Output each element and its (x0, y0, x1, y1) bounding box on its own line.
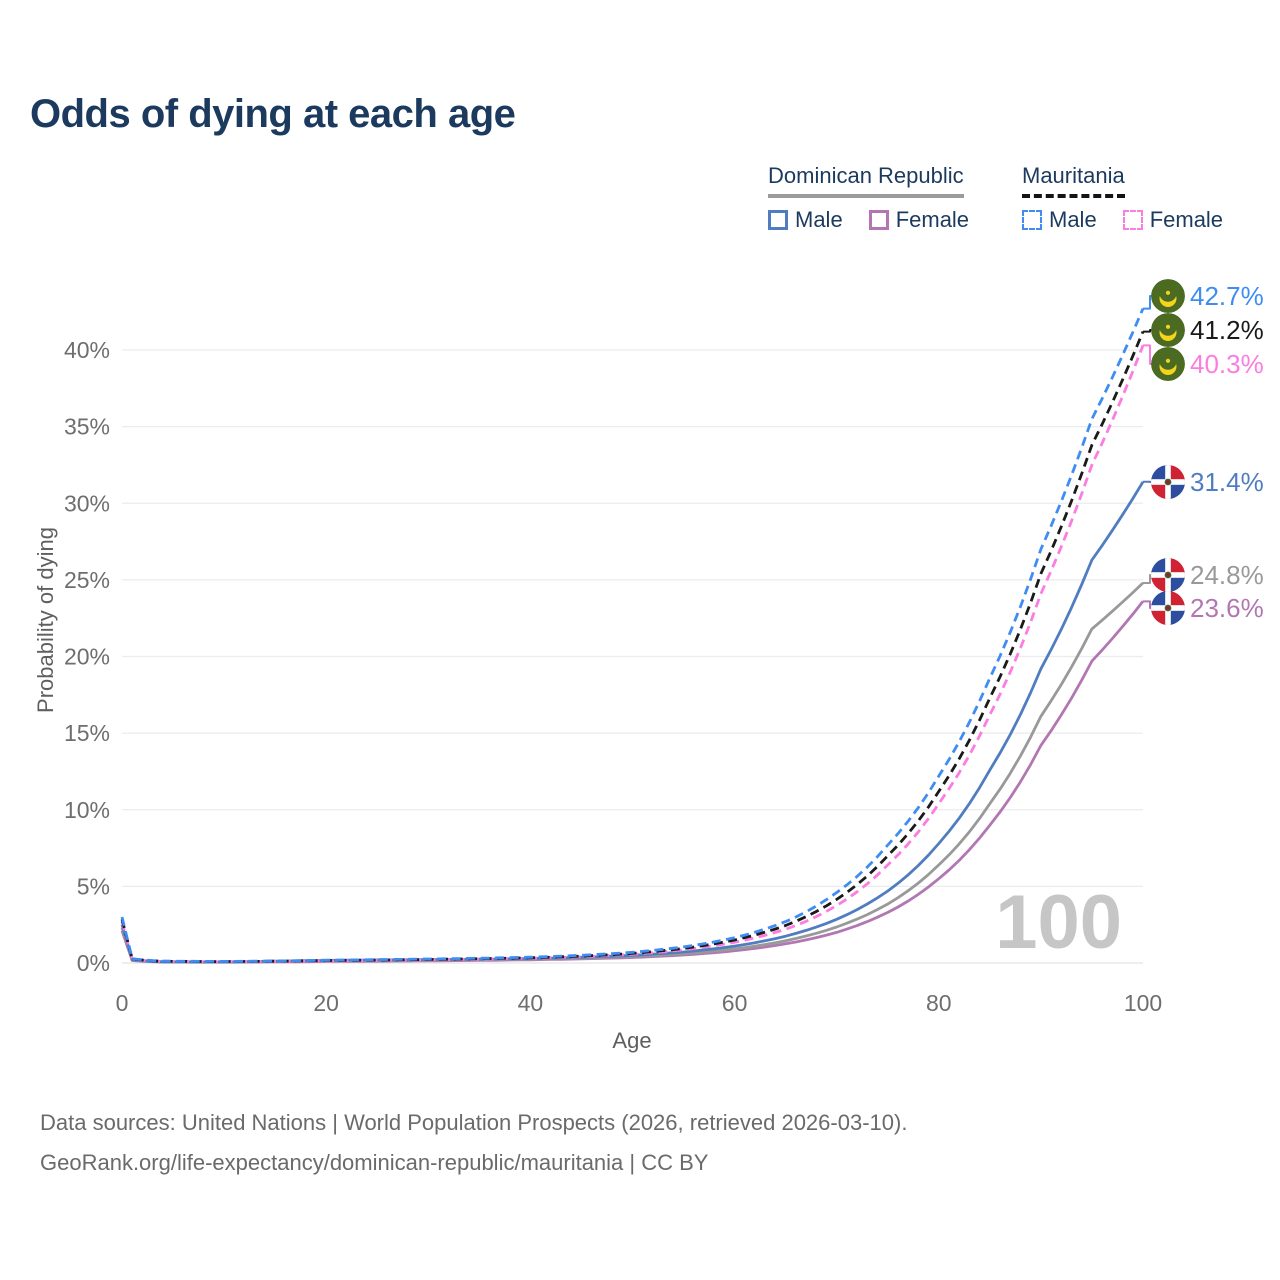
legend-group-mauritania: Mauritania Male Female (1022, 163, 1223, 233)
y-axis-title: Probability of dying (33, 527, 58, 713)
y-tick-label: 30% (64, 490, 110, 516)
end-value-label: 23.6% (1190, 593, 1264, 623)
x-tick-label: 0 (116, 990, 129, 1016)
legend-country-dominican-republic: Dominican Republic (768, 163, 964, 198)
footer-attribution: GeoRank.org/life-expectancy/dominican-re… (40, 1150, 709, 1175)
end-value-label: 31.4% (1190, 467, 1264, 497)
y-tick-label: 0% (77, 950, 110, 976)
series-line-dominican-republic-female (120, 600, 1145, 964)
series-line-dominican-republic-male (120, 481, 1145, 964)
end-value-label: 24.8% (1190, 560, 1264, 590)
end-value-label: 41.2% (1190, 315, 1264, 345)
y-tick-label: 5% (77, 873, 110, 899)
legend-item-dr-male[interactable]: Male (768, 207, 843, 233)
mauritania-flag-icon (1151, 347, 1185, 381)
mauritania-flag-icon (1151, 313, 1185, 347)
page-title: Odds of dying at each age (30, 92, 516, 136)
dr-female-swatch-icon (868, 210, 889, 230)
x-tick-label: 60 (722, 990, 748, 1016)
legend-label-mr-male: Male (1049, 207, 1097, 232)
legend-item-mr-male[interactable]: Male (1022, 207, 1097, 233)
dr-male-swatch-icon (768, 210, 788, 230)
series-line-mauritania-male (120, 308, 1145, 963)
legend-label-mr-female: Female (1149, 207, 1224, 232)
y-tick-label: 35% (64, 414, 110, 440)
series-line-mauritania-female (120, 344, 1145, 964)
legend-label-dr-male: Male (795, 207, 843, 232)
x-axis-title: Age (612, 1028, 652, 1053)
footer-data-sources: Data sources: United Nations | World Pop… (40, 1110, 908, 1135)
dominican-republic-flag-icon (1151, 591, 1185, 625)
mr-female-swatch-icon (1122, 210, 1143, 230)
legend-items-dominican-republic: Male Female (768, 207, 969, 233)
x-tick-label: 40 (518, 990, 544, 1016)
y-tick-label: 15% (64, 720, 110, 746)
y-tick-label: 25% (64, 567, 110, 593)
x-tick-label: 80 (926, 990, 952, 1016)
x-tick-label: 20 (313, 990, 339, 1016)
dominican-republic-flag-icon (1151, 558, 1185, 592)
legend-items-mauritania: Male Female (1022, 207, 1223, 233)
legend-label-dr-female: Female (895, 207, 970, 232)
y-tick-label: 10% (64, 797, 110, 823)
y-tick-label: 40% (64, 337, 110, 363)
legend-group-dominican-republic: Dominican Republic Male Female (768, 163, 969, 233)
age-watermark: 100 (995, 880, 1122, 965)
legend-item-mr-female[interactable]: Female (1122, 207, 1224, 233)
x-tick-label: 100 (1124, 990, 1162, 1016)
legend-country-mauritania: Mauritania (1022, 163, 1125, 198)
legend-item-dr-female[interactable]: Female (868, 207, 970, 233)
mr-male-swatch-icon (1022, 210, 1042, 230)
dominican-republic-flag-icon (1151, 465, 1185, 499)
end-value-label: 40.3% (1190, 349, 1264, 379)
end-value-label: 42.7% (1190, 281, 1264, 311)
mauritania-flag-icon (1151, 279, 1185, 313)
y-tick-label: 20% (64, 644, 110, 670)
